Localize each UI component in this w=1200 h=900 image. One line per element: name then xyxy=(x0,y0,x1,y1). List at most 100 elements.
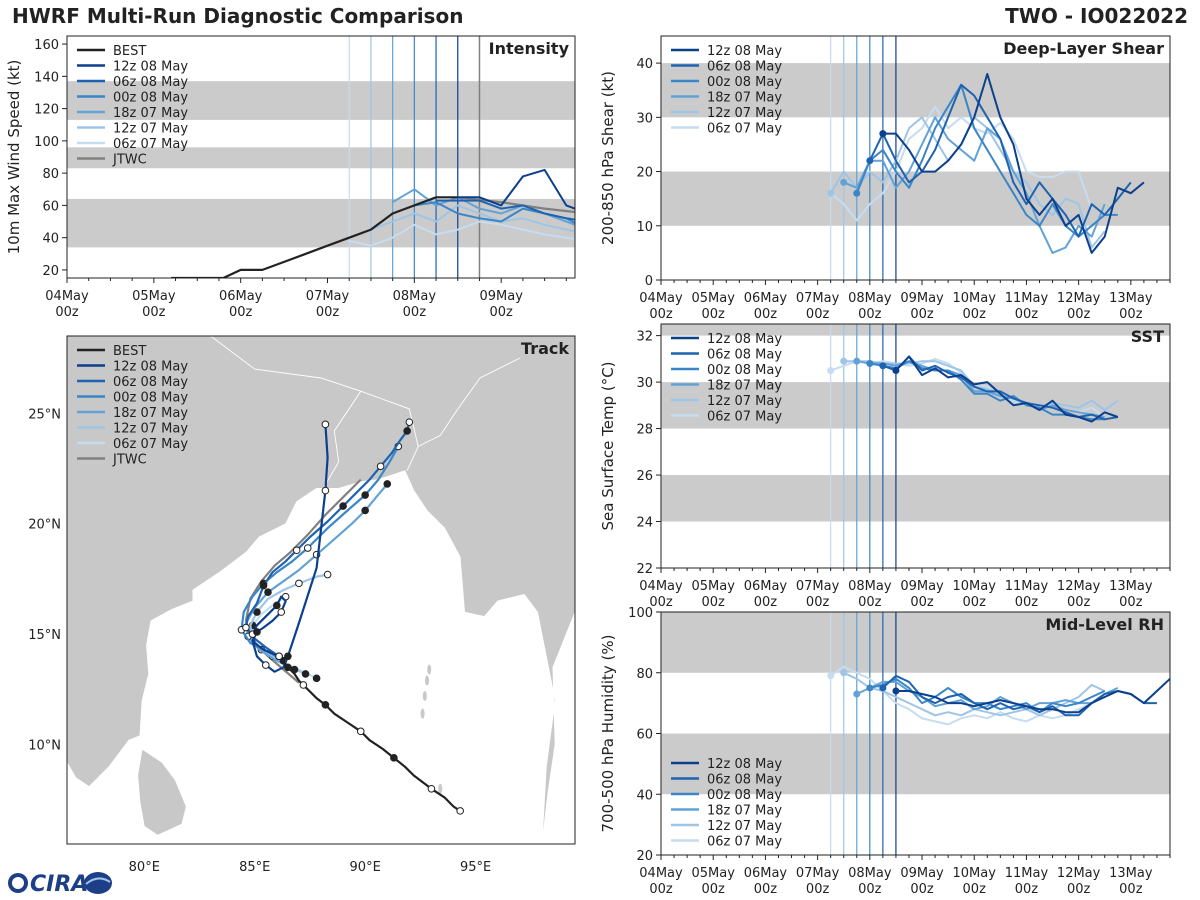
x-tick-label: 06May xyxy=(744,579,788,594)
x-tick-label: 06May xyxy=(744,291,788,306)
y-tick-label: 10 xyxy=(636,220,653,235)
track-position-marker xyxy=(456,807,464,815)
track-position-marker xyxy=(277,608,286,616)
series-line-06z-07-may xyxy=(348,220,575,247)
series-line-12z-07-may xyxy=(370,204,575,233)
x-tick-label: 00z xyxy=(702,307,726,322)
track-position-marker xyxy=(284,652,292,661)
country-border xyxy=(210,336,361,392)
series-line-06z-07-may xyxy=(830,105,1093,222)
shaded-band xyxy=(67,198,575,248)
series-start-marker xyxy=(840,178,848,186)
x-tick-label: 00z xyxy=(316,305,340,320)
country-border xyxy=(417,357,521,447)
panel-title: SST xyxy=(1131,327,1164,346)
legend-label: 06z 08 May xyxy=(707,773,782,788)
panel-shear: 01020304004May00z05May00z06May00z07May00… xyxy=(599,35,1171,322)
x-tick-label: 13May xyxy=(1109,866,1153,881)
plot-area xyxy=(661,612,1170,855)
y-tick-label: 26 xyxy=(636,469,653,484)
y-tick-label: 24 xyxy=(636,516,653,531)
legend-label: BEST xyxy=(113,44,146,59)
x-tick-label: 04May xyxy=(639,291,683,306)
series-line-18z-07-may xyxy=(843,116,1106,254)
x-tick-label: 09May xyxy=(900,579,944,594)
track-position-marker xyxy=(405,418,414,426)
series-start-marker xyxy=(827,672,835,680)
island xyxy=(420,708,425,719)
x-tick-label: 00z xyxy=(963,882,987,897)
track-position-marker xyxy=(284,663,292,672)
x-tick-label: 00z xyxy=(806,307,830,322)
x-tick-label: 11May xyxy=(1005,291,1049,306)
y-tick-label: 80 xyxy=(42,167,59,182)
x-tick-label: 00z xyxy=(1119,595,1143,610)
series-start-marker xyxy=(879,362,887,370)
y-tick-label: 100 xyxy=(628,606,653,621)
panel-intensity: 2040608010012014016004May00z05May00z06Ma… xyxy=(5,35,576,320)
series-line-18z-07-may xyxy=(856,360,1105,418)
legend-label: 06z 08 May xyxy=(707,348,782,363)
x-tick-label: 00z xyxy=(963,595,987,610)
track-line-00z-08-may xyxy=(240,445,400,662)
track-position-marker xyxy=(301,670,310,678)
y-tick-label: 80 xyxy=(636,667,653,682)
shaded-band xyxy=(661,475,1170,522)
map-frame xyxy=(66,335,576,845)
series-line-00z-08-may xyxy=(414,201,575,224)
legend-label: 18z 07 May xyxy=(113,406,188,421)
x-tick-label: 00z xyxy=(858,882,882,897)
x-tick-label: 10May xyxy=(953,291,997,306)
track-position-marker xyxy=(264,588,272,597)
x-tick-label: 00z xyxy=(963,307,987,322)
series-start-marker xyxy=(853,357,861,365)
map-area xyxy=(67,336,575,844)
track-position-marker xyxy=(361,491,369,499)
legend-label: BEST xyxy=(113,344,146,359)
x-tick-label: 06May xyxy=(219,289,263,304)
series-line-jtwc xyxy=(457,196,575,214)
y-tick-label: 100 xyxy=(34,135,59,150)
lat-tick-label: 20°N xyxy=(28,518,61,533)
series-start-marker xyxy=(840,669,848,677)
y-tick-label: 20 xyxy=(636,166,653,181)
x-tick-label: 00z xyxy=(858,595,882,610)
panel-title: Mid-Level RH xyxy=(1045,615,1164,634)
legend-label: 12z 07 May xyxy=(113,422,188,437)
cira-logo-text: CIRA xyxy=(30,872,88,897)
series-line-00z-08-may xyxy=(855,83,1118,238)
series-start-marker xyxy=(853,189,861,197)
y-tick-label: 140 xyxy=(34,70,59,85)
legend-label: 12z 07 May xyxy=(707,394,782,409)
series-start-marker xyxy=(827,189,835,197)
legend-label: 06z 07 May xyxy=(113,137,188,152)
plot-frame xyxy=(660,323,1171,569)
x-tick-label: 00z xyxy=(1015,595,1039,610)
x-tick-label: 11May xyxy=(1005,866,1049,881)
legend-label: 00z 08 May xyxy=(707,363,782,378)
shaded-band xyxy=(661,324,1170,336)
y-tick-label: 160 xyxy=(34,38,59,53)
series-start-marker xyxy=(827,366,835,374)
x-tick-label: 07May xyxy=(306,289,350,304)
series-start-marker xyxy=(866,360,874,368)
track-position-marker xyxy=(303,544,312,552)
cira-logo: CIRA xyxy=(8,872,112,897)
lon-tick-label: 85°E xyxy=(239,860,270,875)
y-tick-label: 60 xyxy=(636,728,653,743)
series-start-marker xyxy=(879,130,887,138)
legend-label: 12z 07 May xyxy=(707,106,782,121)
lat-tick-label: 25°N xyxy=(28,407,61,422)
legend-label: 12z 08 May xyxy=(113,60,188,75)
panel-track: 80°E 85°E 90°E 95°E 10°N 15°N 20°N 25°N Track BES… xyxy=(28,335,576,875)
panel-rh: 2040608010004May00z05May00z06May00z07May… xyxy=(599,606,1171,897)
legend-label: 12z 08 May xyxy=(707,44,782,59)
legend-label: 06z 08 May xyxy=(707,60,782,75)
x-tick-label: 04May xyxy=(45,289,89,304)
track-position-marker xyxy=(321,420,330,429)
y-tick-label: 0 xyxy=(645,274,653,289)
series-start-marker xyxy=(840,357,848,365)
land-sri-lanka xyxy=(137,748,187,836)
track-position-marker xyxy=(321,486,330,495)
plot-frame xyxy=(660,35,1171,281)
